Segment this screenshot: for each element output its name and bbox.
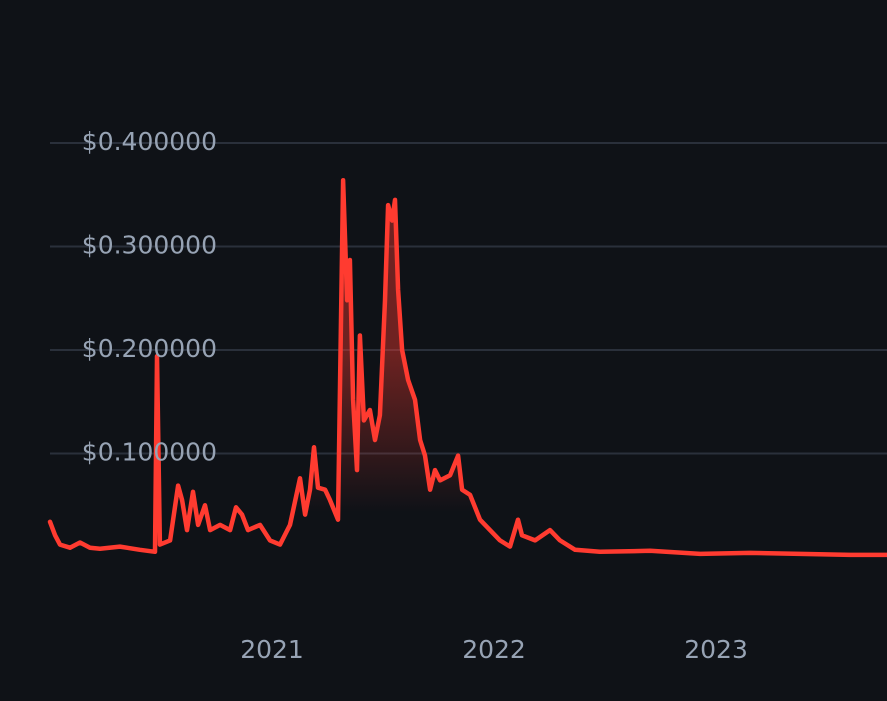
y-tick-label: $0.200000 <box>82 334 217 363</box>
x-tick-label: 2022 <box>462 635 526 664</box>
y-tick-label: $0.400000 <box>82 127 217 156</box>
y-tick-label: $0.100000 <box>82 438 217 467</box>
x-tick-label: 2021 <box>240 635 304 664</box>
y-tick-label: $0.300000 <box>82 231 217 260</box>
x-tick-label: 2023 <box>684 635 748 664</box>
price-line <box>47 178 887 558</box>
